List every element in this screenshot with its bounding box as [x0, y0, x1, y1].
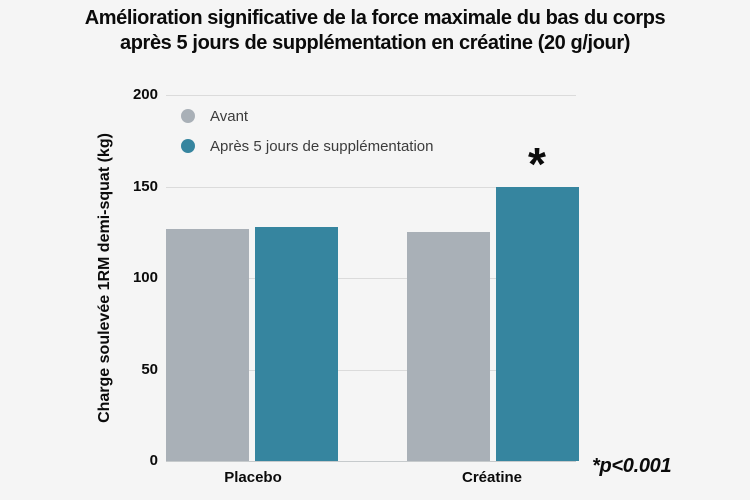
gridline	[166, 370, 576, 371]
chart-title-line1: Amélioration significative de la force m…	[84, 7, 666, 29]
legend-marker-avant-icon	[181, 109, 195, 123]
bar-creatine-apres	[496, 186, 579, 461]
y-tick-label: 0	[149, 452, 158, 469]
bar-creatine-avant	[407, 232, 490, 462]
legend-marker-apres-icon	[181, 139, 195, 153]
y-tick-label: 150	[132, 178, 158, 195]
gridline	[166, 278, 576, 279]
y-tick-label: 50	[141, 361, 158, 378]
gridline	[166, 95, 576, 96]
significance-asterisk: *	[528, 138, 546, 190]
chart-title: Amélioration significative de la force m…	[0, 6, 750, 56]
y-axis-ticks: 0 50 100 150 200	[0, 86, 158, 469]
legend-label-avant: Avant	[210, 107, 249, 125]
chart-title-line2: après 5 jours de supplémentation en créa…	[120, 32, 630, 54]
legend-item-avant: Avant	[181, 106, 433, 126]
gridline	[166, 461, 576, 462]
bar-placebo-avant	[166, 228, 249, 461]
legend-item-apres: Après 5 jours de supplémentation	[181, 136, 433, 156]
y-tick-label: 200	[132, 86, 158, 103]
bar-placebo-apres	[255, 226, 338, 461]
legend-label-apres: Après 5 jours de supplémentation	[210, 137, 434, 155]
plot-area	[166, 95, 579, 462]
gridline	[166, 187, 576, 188]
x-axis-label-creatine: Créatine	[461, 469, 523, 486]
y-tick-label: 100	[132, 269, 158, 286]
legend: Avant Après 5 jours de supplémentation	[181, 106, 433, 166]
p-value-annotation: *p<0.001	[592, 455, 672, 477]
x-axis-label-placebo: Placebo	[224, 469, 282, 486]
